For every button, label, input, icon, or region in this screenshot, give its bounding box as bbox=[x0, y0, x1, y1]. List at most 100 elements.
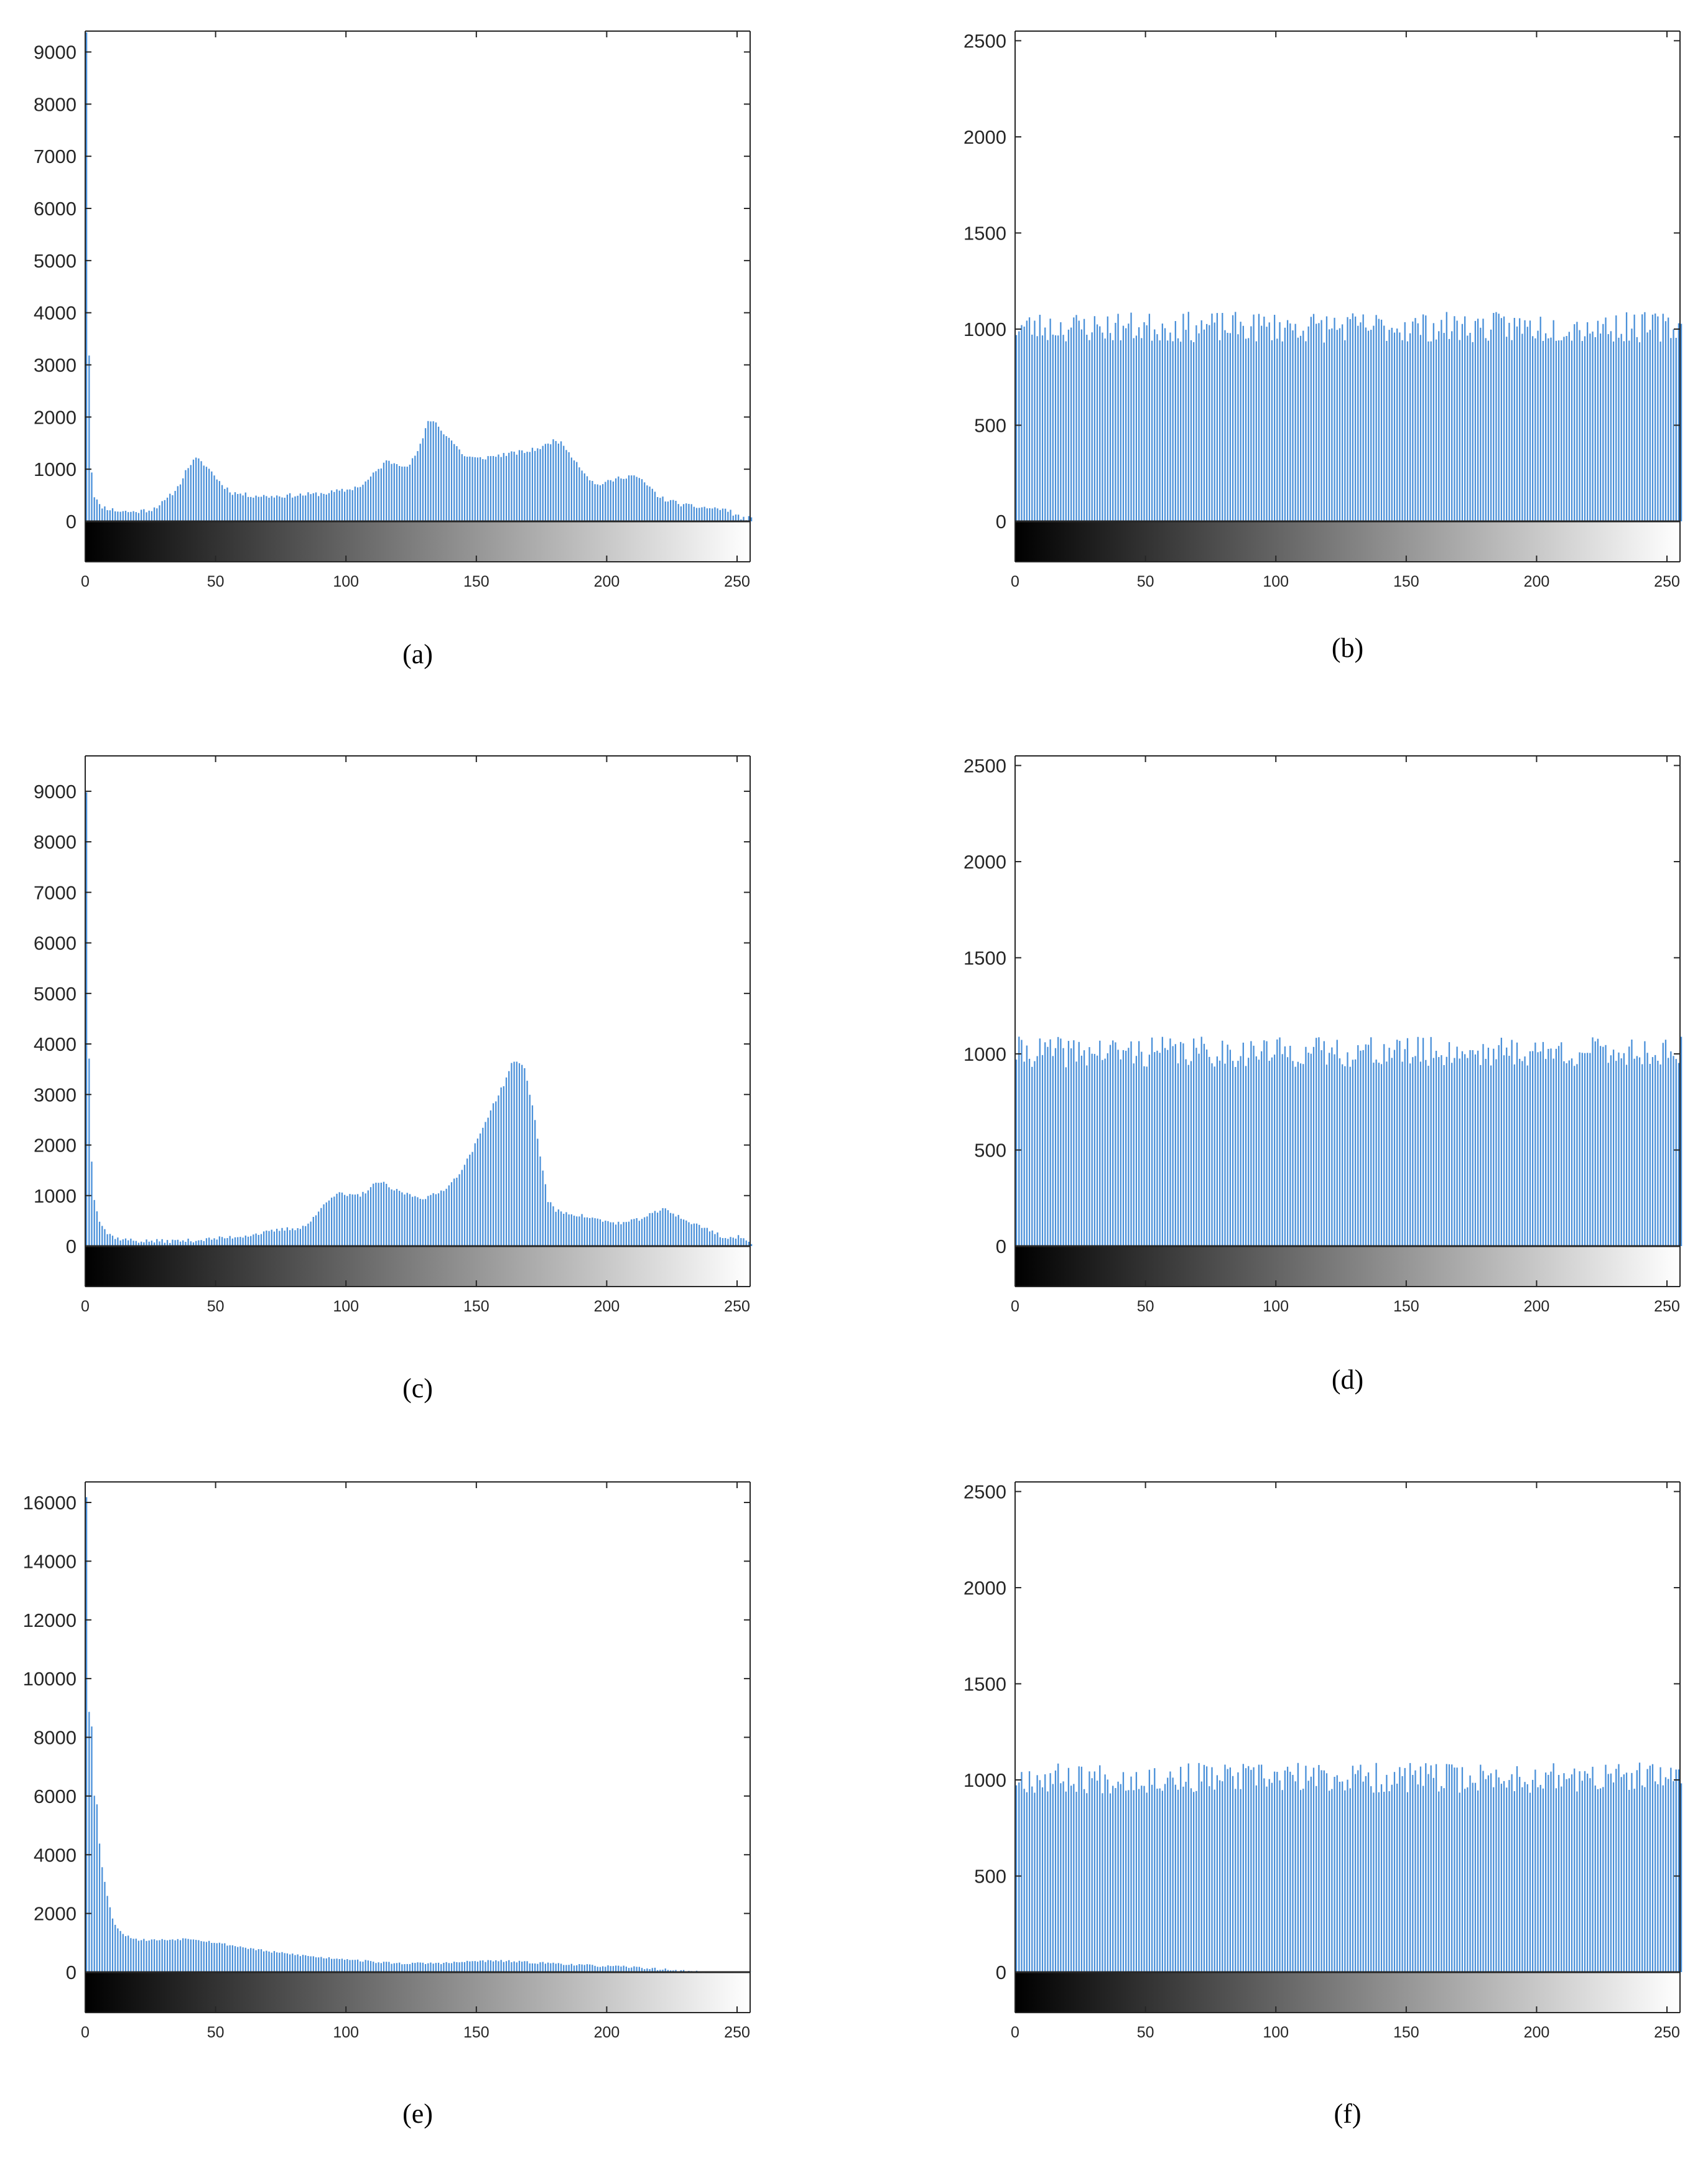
histogram-bar bbox=[1218, 1780, 1221, 1972]
histogram-bar bbox=[586, 1217, 588, 1246]
y-tick-label: 500 bbox=[974, 414, 1006, 436]
histogram-bar bbox=[511, 1063, 513, 1246]
histogram-bar bbox=[203, 1241, 205, 1246]
histogram-bar bbox=[307, 1223, 309, 1246]
histogram-bar bbox=[1480, 1764, 1482, 1972]
histogram-bar bbox=[1112, 1040, 1114, 1246]
histogram-bar bbox=[1041, 1055, 1044, 1246]
histogram-bar bbox=[1316, 1038, 1317, 1246]
histogram-bar bbox=[557, 1209, 560, 1246]
histogram-bar bbox=[607, 1221, 609, 1246]
histogram-bar bbox=[657, 1213, 659, 1246]
histogram-bar bbox=[1289, 323, 1291, 521]
histogram-bar bbox=[1354, 316, 1357, 521]
histogram-bar bbox=[1349, 319, 1351, 521]
histogram-bar bbox=[1329, 329, 1330, 521]
histogram-bar bbox=[135, 1939, 137, 1972]
histogram-bar bbox=[1602, 324, 1604, 521]
histogram-bar bbox=[539, 449, 541, 521]
histogram-bar bbox=[1021, 325, 1023, 521]
histogram-bar bbox=[1331, 1047, 1333, 1246]
histogram-bar bbox=[1498, 314, 1500, 521]
histogram-bar bbox=[1531, 1779, 1534, 1972]
histogram-bar bbox=[1373, 1063, 1375, 1246]
y-tick-label: 7000 bbox=[34, 882, 77, 903]
histogram-bar bbox=[1584, 336, 1586, 521]
histogram-bar bbox=[132, 1939, 134, 1972]
x-tick-label: 0 bbox=[81, 1298, 90, 1315]
histogram-bar bbox=[565, 1212, 567, 1246]
histogram-bar bbox=[511, 451, 513, 521]
histogram-bar bbox=[448, 1963, 450, 1972]
histogram-bar bbox=[1422, 314, 1424, 521]
histogram-bar bbox=[85, 792, 88, 1246]
histogram-bar bbox=[1211, 1063, 1213, 1246]
histogram-bar bbox=[1367, 1772, 1370, 1972]
histogram-bar bbox=[1378, 319, 1380, 521]
histogram-bar bbox=[1273, 314, 1276, 521]
histogram-bar bbox=[1242, 1042, 1244, 1246]
histogram-bar bbox=[1341, 1064, 1344, 1246]
histogram-bar bbox=[547, 1962, 549, 1972]
histogram-bar bbox=[1461, 1767, 1464, 1972]
histogram-bar bbox=[1349, 1066, 1351, 1246]
histogram-bar bbox=[1430, 341, 1432, 521]
histogram-bar bbox=[1409, 333, 1411, 521]
histogram-bar bbox=[1122, 325, 1125, 521]
histogram-bar bbox=[1172, 1777, 1174, 1972]
histogram-bar bbox=[440, 431, 442, 521]
histogram-bar bbox=[628, 1221, 630, 1246]
histogram-bar bbox=[393, 463, 395, 521]
histogram-bar bbox=[1571, 1058, 1573, 1246]
histogram-bar bbox=[654, 491, 656, 521]
histogram-bar bbox=[1563, 1773, 1565, 1972]
histogram-bar bbox=[411, 1962, 414, 1972]
histogram-bar bbox=[1227, 1769, 1228, 1972]
histogram-bar bbox=[349, 1194, 351, 1246]
histogram-bar bbox=[1678, 1769, 1680, 1972]
histogram-bar bbox=[1386, 1061, 1388, 1246]
histogram-bar bbox=[159, 505, 160, 521]
histogram-bar bbox=[1156, 1050, 1158, 1246]
histogram-bar bbox=[279, 496, 281, 521]
histogram-bar bbox=[1625, 312, 1628, 521]
histogram-bar bbox=[401, 1192, 403, 1246]
histogram-bar bbox=[88, 355, 90, 521]
histogram-bar bbox=[279, 1952, 281, 1972]
histogram-bar bbox=[1054, 335, 1057, 521]
histogram-bar bbox=[563, 1965, 565, 1972]
histogram-bar bbox=[631, 475, 633, 521]
y-tick-label: 1000 bbox=[963, 1043, 1006, 1065]
histogram-bar bbox=[1659, 1767, 1661, 1972]
histogram-bar bbox=[1237, 1061, 1239, 1246]
x-tick-label: 50 bbox=[1137, 2024, 1154, 2041]
histogram-bar bbox=[284, 498, 285, 521]
histogram-bar bbox=[1248, 1766, 1250, 1972]
histogram-bar bbox=[1268, 1061, 1270, 1246]
histogram-bar bbox=[445, 1188, 447, 1246]
histogram-bar bbox=[1557, 340, 1560, 521]
histogram-bar bbox=[1125, 1790, 1127, 1972]
histogram-bar bbox=[250, 1948, 252, 1972]
histogram-bar bbox=[1641, 1064, 1643, 1246]
histogram-bar bbox=[503, 1086, 504, 1246]
histogram-bar bbox=[1088, 1771, 1090, 1972]
histogram-bar bbox=[302, 1226, 304, 1246]
histogram-bar bbox=[1047, 1046, 1049, 1246]
histogram-bar bbox=[1216, 1775, 1218, 1972]
histogram-bar bbox=[717, 508, 718, 521]
histogram-bar bbox=[701, 507, 703, 521]
histogram-bar bbox=[1417, 323, 1419, 521]
histogram-bar bbox=[688, 1222, 690, 1246]
histogram-bar bbox=[1164, 1784, 1166, 1972]
histogram-bar bbox=[231, 495, 234, 521]
histogram-bar bbox=[1555, 340, 1557, 521]
histogram-bar bbox=[1646, 1053, 1648, 1246]
histogram-bar bbox=[1245, 338, 1247, 521]
histogram-bar bbox=[1109, 1793, 1112, 1972]
y-tick-label: 2000 bbox=[34, 406, 77, 428]
histogram-bar bbox=[1638, 1763, 1641, 1972]
histogram-bar bbox=[1047, 1791, 1049, 1972]
